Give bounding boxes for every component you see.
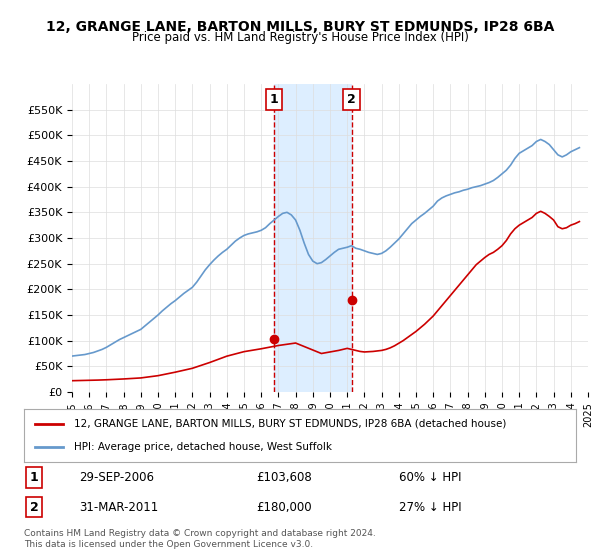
- Text: Price paid vs. HM Land Registry's House Price Index (HPI): Price paid vs. HM Land Registry's House …: [131, 31, 469, 44]
- Text: 12, GRANGE LANE, BARTON MILLS, BURY ST EDMUNDS, IP28 6BA: 12, GRANGE LANE, BARTON MILLS, BURY ST E…: [46, 20, 554, 34]
- Text: 2: 2: [29, 501, 38, 514]
- Bar: [274, 84, 352, 392]
- Text: 12, GRANGE LANE, BARTON MILLS, BURY ST EDMUNDS, IP28 6BA (detached house): 12, GRANGE LANE, BARTON MILLS, BURY ST E…: [74, 419, 506, 429]
- Text: HPI: Average price, detached house, West Suffolk: HPI: Average price, detached house, West…: [74, 442, 332, 452]
- Text: 2: 2: [347, 93, 356, 106]
- Text: 29-SEP-2006: 29-SEP-2006: [79, 471, 154, 484]
- Text: 27% ↓ HPI: 27% ↓ HPI: [400, 501, 462, 514]
- Text: £103,608: £103,608: [256, 471, 311, 484]
- Text: 31-MAR-2011: 31-MAR-2011: [79, 501, 158, 514]
- Text: 1: 1: [29, 471, 38, 484]
- Text: 1: 1: [270, 93, 278, 106]
- Text: 60% ↓ HPI: 60% ↓ HPI: [400, 471, 462, 484]
- Text: Contains HM Land Registry data © Crown copyright and database right 2024.
This d: Contains HM Land Registry data © Crown c…: [24, 529, 376, 549]
- Text: £180,000: £180,000: [256, 501, 311, 514]
